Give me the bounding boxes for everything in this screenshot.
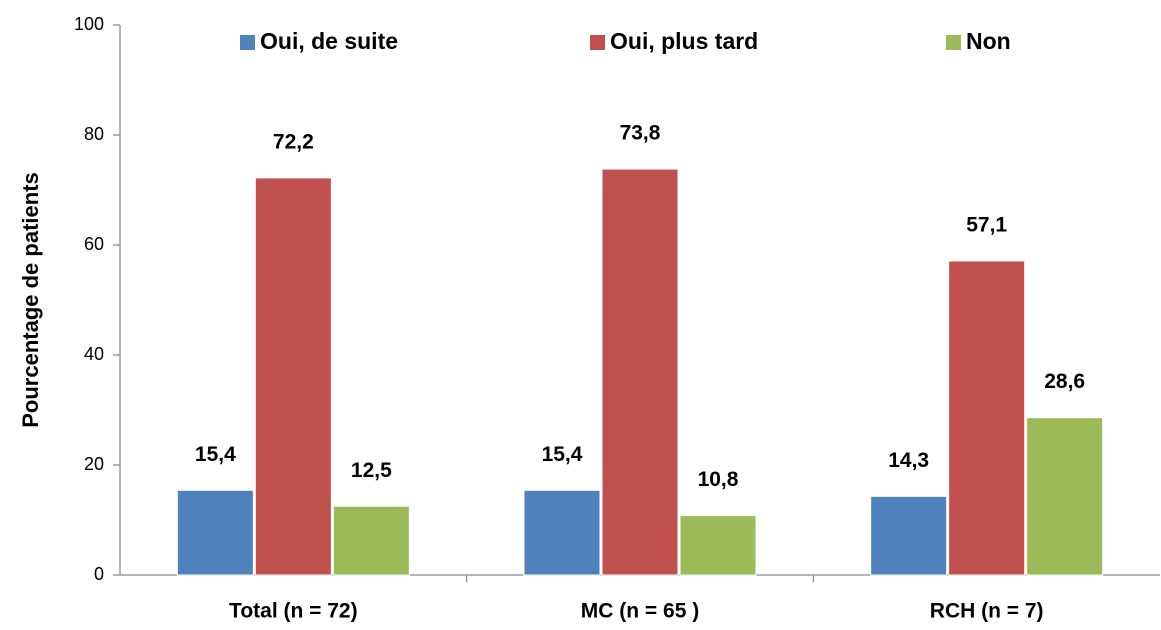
value-label: 14,3 [888, 449, 929, 472]
y-tick-label: 100 [74, 14, 104, 34]
y-tick-label: 60 [84, 234, 104, 254]
bar [1026, 417, 1104, 576]
legend-label: Oui, plus tard [610, 28, 758, 54]
x-tick-label: Total (n = 72) [229, 600, 358, 623]
y-tick-label: 40 [84, 344, 104, 364]
y-tick-label: 20 [84, 454, 104, 474]
value-label: 15,4 [195, 443, 236, 466]
bar [870, 495, 948, 576]
value-label: 10,8 [698, 468, 739, 491]
x-tick-label: RCH (n = 7) [930, 600, 1044, 623]
legend-label: Oui, de suite [260, 28, 398, 54]
bar [332, 505, 410, 576]
bar [679, 515, 757, 576]
y-tick-label: 80 [84, 124, 104, 144]
y-tick-label: 0 [94, 564, 104, 584]
legend-swatch [590, 35, 605, 50]
x-tick-label: MC (n = 65 ) [581, 600, 699, 623]
legend-label: Non [966, 28, 1011, 54]
value-label: 15,4 [542, 443, 583, 466]
bar [948, 260, 1026, 576]
bar [601, 168, 679, 576]
legend-swatch [240, 35, 255, 50]
y-axis-label: Pourcentage de patients [18, 172, 43, 428]
bar [523, 489, 601, 576]
value-label: 73,8 [620, 122, 661, 145]
value-label: 12,5 [351, 459, 392, 482]
legend-swatch [946, 35, 961, 50]
value-label: 72,2 [273, 130, 314, 153]
value-label: 28,6 [1044, 370, 1085, 393]
value-label: 57,1 [966, 213, 1007, 236]
bar [176, 489, 254, 576]
bar [254, 177, 332, 576]
